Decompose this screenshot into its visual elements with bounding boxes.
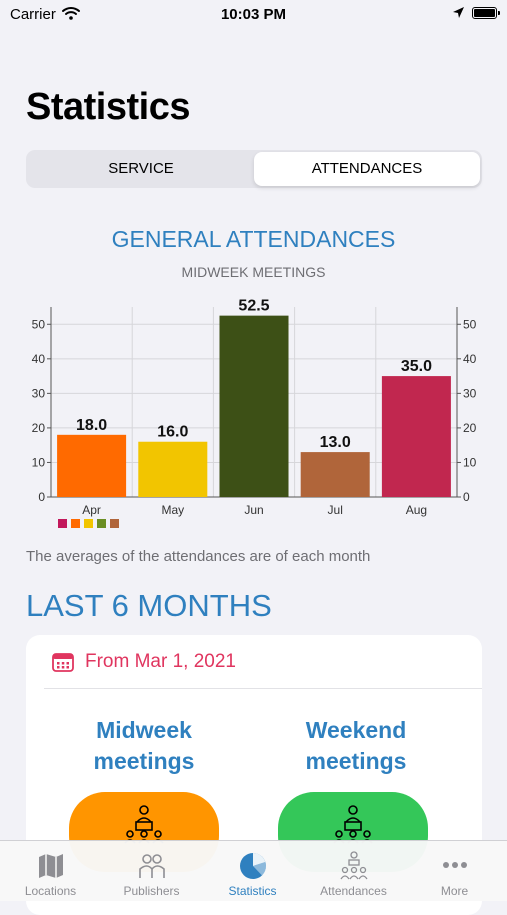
x-tick-label: Aug: [406, 503, 427, 517]
x-tick-label: Jun: [244, 503, 263, 517]
tab-bar: Locations Publishers Statistics Atten: [0, 840, 507, 901]
calendar-icon: [52, 652, 74, 677]
meeting-icon: [124, 805, 164, 844]
tab-publishers[interactable]: Publishers: [101, 841, 202, 901]
attendance-bar-chart: 0 0 10 10 20 20 30 30 40 40 50 50 18.0 Apr 16.0 May 52.5…: [32, 298, 477, 528]
y-tick-label-left: 20: [32, 421, 46, 435]
divider: [44, 688, 482, 689]
clock: 10:03 PM: [220, 6, 287, 23]
data-label: 18.0: [76, 417, 107, 434]
data-label: 35.0: [401, 358, 432, 375]
bar-jun: [219, 315, 289, 497]
x-tick-label: Jul: [328, 503, 343, 517]
data-label: 16.0: [157, 424, 188, 441]
midweek-line-1: Midweek: [96, 717, 192, 743]
tab-statistics[interactable]: Statistics: [202, 841, 303, 901]
tab-label: More: [440, 884, 469, 898]
segment-service[interactable]: SERVICE: [108, 160, 174, 177]
meeting-icon: [333, 805, 373, 844]
tab-label: Attendances: [320, 884, 387, 898]
map-icon: [39, 854, 63, 878]
tab-more[interactable]: More: [404, 841, 505, 901]
y-tick-label-right: 20: [463, 421, 477, 435]
meeting-icon: [340, 851, 368, 880]
legend-swatch: [110, 519, 119, 528]
tab-label: Locations: [24, 884, 77, 898]
tab-locations[interactable]: Locations: [0, 841, 101, 901]
y-tick-label-right: 50: [463, 317, 477, 331]
y-tick-label-left: 0: [38, 490, 45, 504]
section-title: LAST 6 MONTHS: [26, 588, 272, 623]
date-range-label[interactable]: From Mar 1, 2021: [85, 651, 236, 672]
tab-label: Publishers: [123, 884, 180, 898]
people-icon: [139, 854, 165, 878]
legend-swatch: [97, 519, 106, 528]
y-tick-label-left: 40: [32, 352, 46, 366]
y-tick-label-right: 0: [463, 490, 470, 504]
midweek-line-2: meetings: [93, 748, 195, 774]
x-tick-label: May: [161, 503, 184, 517]
y-tick-label-left: 10: [32, 455, 46, 469]
bar-aug: [381, 376, 451, 497]
tab-attendances[interactable]: Attendances: [303, 841, 404, 901]
pie-chart-icon: [240, 853, 266, 879]
bar-jul: [300, 452, 370, 497]
tab-label: Statistics: [228, 884, 277, 898]
y-tick-label-left: 50: [32, 317, 46, 331]
carrier-label: Carrier: [10, 6, 56, 23]
chart-title: GENERAL ATTENDANCES: [111, 226, 396, 252]
legend-swatch: [84, 519, 93, 528]
segment-attendances[interactable]: ATTENDANCES: [254, 152, 480, 186]
status-bar: Carrier 10:03 PM: [0, 0, 507, 30]
bar-apr: [57, 434, 127, 497]
y-tick-label-left: 30: [32, 386, 46, 400]
data-label: 52.5: [238, 298, 269, 315]
y-tick-label-right: 10: [463, 455, 477, 469]
segmented-control: SERVICE ATTENDANCES: [26, 150, 482, 188]
ellipsis-icon: [443, 862, 467, 868]
y-tick-label-right: 30: [463, 386, 477, 400]
battery-icon: [472, 7, 500, 19]
data-label: 13.0: [320, 434, 351, 451]
wifi-icon: [62, 6, 80, 25]
location-arrow-icon: [452, 6, 465, 24]
y-tick-label-right: 40: [463, 352, 477, 366]
legend-swatch: [58, 519, 67, 528]
legend-swatch: [71, 519, 80, 528]
bar-may: [138, 441, 208, 497]
x-tick-label: Apr: [82, 503, 101, 517]
weekend-line-1: Weekend: [305, 717, 407, 743]
weekend-line-2: meetings: [305, 748, 407, 774]
chart-subtitle: MIDWEEK MEETINGS: [181, 264, 326, 280]
midweek-meetings-heading: Midweek meetings: [44, 715, 244, 777]
page-title: Statistics: [26, 86, 190, 128]
weekend-meetings-heading: Weekend meetings: [256, 715, 456, 777]
chart-note: The averages of the attendances are of e…: [26, 548, 371, 565]
